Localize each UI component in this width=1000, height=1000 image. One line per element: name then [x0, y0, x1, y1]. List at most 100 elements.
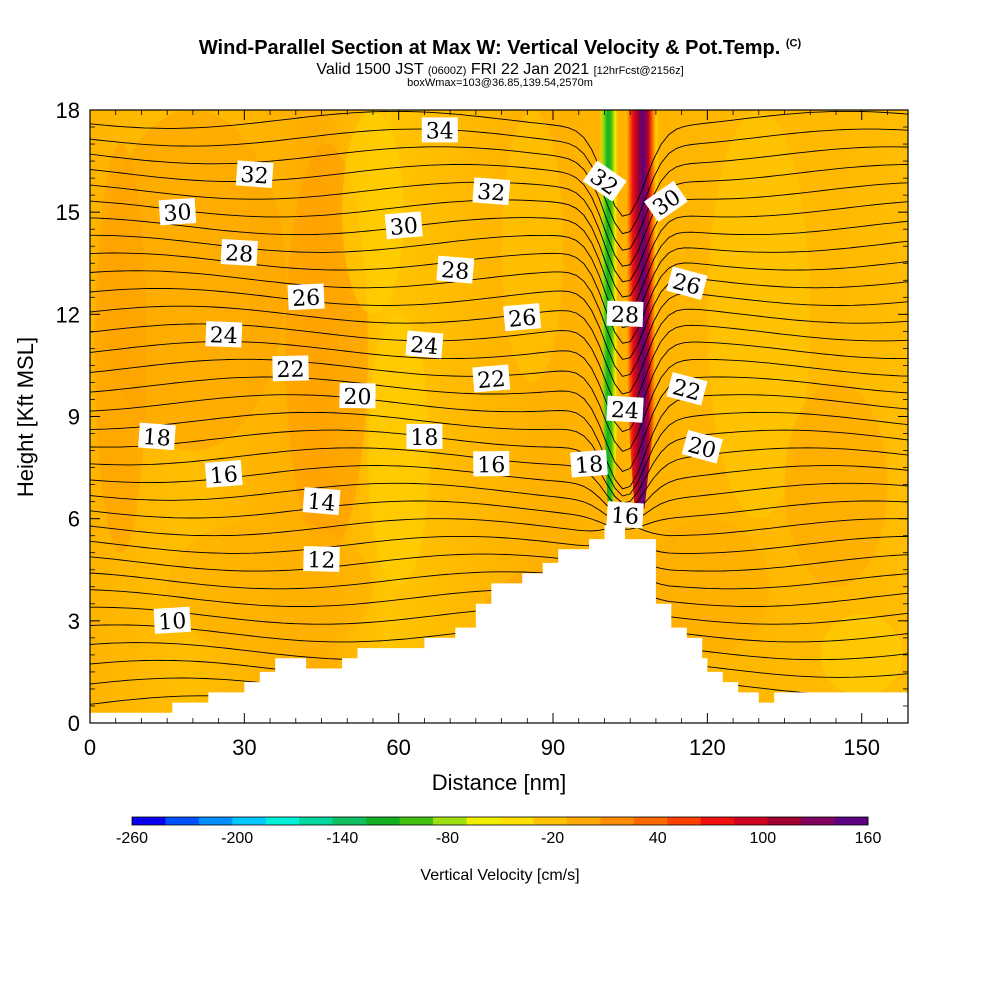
contour-label-text: 34 — [426, 119, 454, 144]
velocity-patch — [820, 614, 903, 696]
contour-label-text: 22 — [276, 357, 305, 383]
contour-label-text: 24 — [610, 398, 639, 425]
velocity-patch — [367, 314, 430, 587]
contour-label-text: 30 — [163, 200, 193, 227]
colorbar-swatch — [767, 817, 802, 825]
y-tick-label: 9 — [68, 405, 80, 430]
contour-label: 32 — [235, 160, 274, 190]
contour-label-text: 20 — [343, 385, 371, 410]
colorbar-tick-label: 100 — [750, 830, 777, 847]
contour-label: 28 — [220, 238, 258, 268]
colorbar-tick-label: 40 — [649, 830, 667, 847]
isentrope-line — [90, 394, 908, 490]
x-tick-label: 120 — [689, 735, 726, 760]
contour-label: 26 — [287, 283, 325, 312]
contour-label: 30 — [384, 211, 423, 241]
isentrope-line — [90, 570, 908, 590]
contour-label-text: 18 — [142, 425, 172, 452]
isentrope-line — [90, 146, 908, 251]
x-tick-label: 90 — [541, 735, 565, 760]
velocity-patch — [95, 144, 147, 553]
x-tick-label: 30 — [232, 735, 256, 760]
colorbar-label: Vertical Velocity [cm/s] — [420, 867, 579, 884]
contour-label: 16 — [606, 501, 644, 530]
colorbar-swatch — [633, 817, 668, 825]
contour-label: 28 — [606, 300, 644, 329]
isentrope-line — [90, 305, 908, 395]
isentrope-line — [90, 128, 908, 235]
y-tick-label: 18 — [56, 98, 80, 123]
isentrope-line — [90, 500, 908, 530]
colorbar-tick-label: 160 — [855, 830, 882, 847]
x-tick-label: 0 — [84, 735, 96, 760]
velocity-patch — [784, 382, 888, 587]
colorbar-swatch — [533, 817, 568, 825]
contour-label-text: 14 — [306, 489, 336, 516]
colorbar-swatch — [466, 817, 501, 825]
contour-label-text: 16 — [610, 503, 640, 530]
colorbar-swatch — [332, 817, 367, 825]
contour-label: 32 — [472, 177, 511, 207]
colorbar-swatch — [165, 817, 200, 825]
isentrope-line — [90, 482, 908, 524]
isentrope-line — [90, 217, 908, 313]
contour-label: 18 — [138, 422, 176, 452]
contour-label: 26 — [503, 303, 542, 333]
colorbar-swatch — [500, 817, 534, 825]
colorbar-swatch — [801, 817, 836, 825]
x-axis-label: Distance [nm] — [432, 770, 567, 795]
isentrope-line — [90, 518, 908, 537]
y-axis-label: Height [Kft MSL] — [13, 337, 38, 497]
colorbar: -260 -200 -140 -80 -20 40 100 160 — [116, 816, 882, 847]
chart-subtitle: Valid 1500 JST (0600Z) FRI 22 Jan 2021 [… — [316, 61, 684, 78]
colorbar-swatch — [132, 817, 166, 825]
contour-label: 28 — [436, 255, 475, 285]
contour-label-text: 22 — [476, 367, 506, 394]
velocity-patch — [645, 518, 770, 655]
isentrope-line — [90, 376, 908, 472]
contour-label: 34 — [421, 117, 458, 144]
x-tick-label: 150 — [843, 735, 880, 760]
colorbar-swatch — [433, 817, 468, 825]
axes: 0 30 60 90 120 150 0 3 6 9 12 15 18 — [56, 98, 908, 760]
colorbar-swatch — [366, 817, 401, 825]
contour-label-text: 28 — [440, 258, 470, 285]
contour-label-text: 24 — [209, 323, 238, 349]
y-tick-label: 15 — [56, 200, 80, 225]
contour-label: 24 — [405, 330, 444, 360]
colorbar-tick-label: -260 — [116, 830, 148, 847]
contour-label: 18 — [570, 449, 608, 479]
contour-label-text: 16 — [209, 462, 239, 489]
contour-label-text: 10 — [158, 609, 187, 636]
isentrope-line — [90, 553, 908, 572]
contour-label: 24 — [205, 321, 243, 349]
contour-label: 12 — [303, 546, 340, 574]
isentrope-line — [90, 270, 908, 360]
colorbar-swatch — [834, 817, 869, 825]
velocity-patch — [167, 518, 373, 655]
colorbar-swatch — [667, 817, 702, 825]
chart-title: Wind-Parallel Section at Max W: Vertical… — [198, 37, 802, 59]
contour-label: 16 — [204, 460, 243, 489]
y-tick-label: 0 — [68, 711, 80, 736]
contour-label: 10 — [153, 606, 191, 636]
colorbar-swatch — [566, 817, 601, 825]
contour-label-text: 26 — [507, 306, 537, 333]
contour-label: 14 — [302, 487, 341, 517]
velocity-patch — [342, 110, 404, 315]
isentrope-line — [90, 429, 908, 504]
contour-label-text: 26 — [292, 286, 321, 312]
contour-label-text: 32 — [240, 163, 270, 190]
colorbar-swatch — [198, 817, 233, 825]
colorbar-swatch — [399, 817, 434, 825]
contour-label: 20 — [339, 382, 376, 410]
velocity-patch — [707, 110, 811, 519]
isentrope-line — [90, 288, 908, 377]
y-tick-label: 12 — [56, 302, 80, 327]
colorbar-swatch — [734, 817, 769, 825]
colorbar-tick-label: -80 — [436, 830, 459, 847]
colorbar-swatch — [232, 817, 267, 825]
velocity-patch — [100, 110, 286, 451]
